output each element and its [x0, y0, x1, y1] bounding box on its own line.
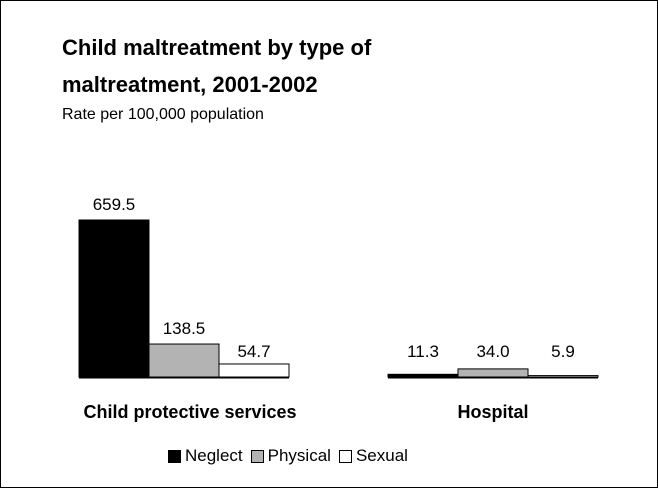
bar-child-protective-services-physical: [148, 343, 220, 378]
chart-title-line-2: maltreatment, 2001-2002: [62, 72, 318, 97]
data-label-child-protective-services-neglect: 659.5: [93, 195, 136, 214]
bar-child-protective-services-neglect: [78, 219, 150, 378]
bar-hospital-sexual: [527, 375, 599, 378]
bar-hospital-physical: [457, 368, 529, 378]
legend-swatch-physical: [250, 449, 264, 463]
bar-hospital-neglect: [387, 373, 459, 378]
data-label-hospital-neglect: 11.3: [407, 342, 439, 361]
chart-subtitle: Rate per 100,000 population: [62, 106, 264, 123]
category-label-child-protective-services: Child protective services: [83, 402, 296, 422]
legend-swatch-sexual: [338, 449, 352, 463]
legend-item-sexual: Sexual: [338, 446, 408, 466]
legend: Neglect Physical Sexual: [168, 446, 416, 466]
data-label-hospital-sexual: 5.9: [551, 342, 575, 361]
category-label-hospital: Hospital: [457, 402, 528, 422]
legend-item-physical: Physical: [250, 446, 331, 466]
legend-item-neglect: Neglect: [168, 446, 243, 466]
data-label-child-protective-services-physical: 138.5: [163, 319, 206, 338]
legend-label-physical: Physical: [267, 446, 331, 465]
legend-label-neglect: Neglect: [185, 446, 243, 465]
legend-label-sexual: Sexual: [355, 446, 408, 465]
legend-swatch-neglect: [168, 449, 181, 463]
data-label-child-protective-services-sexual: 54.7: [237, 342, 270, 361]
bar-child-protective-services-sexual: [218, 363, 290, 378]
data-label-hospital-physical: 34.0: [476, 342, 509, 361]
chart-title-line-1: Child maltreatment by type of: [62, 35, 372, 60]
